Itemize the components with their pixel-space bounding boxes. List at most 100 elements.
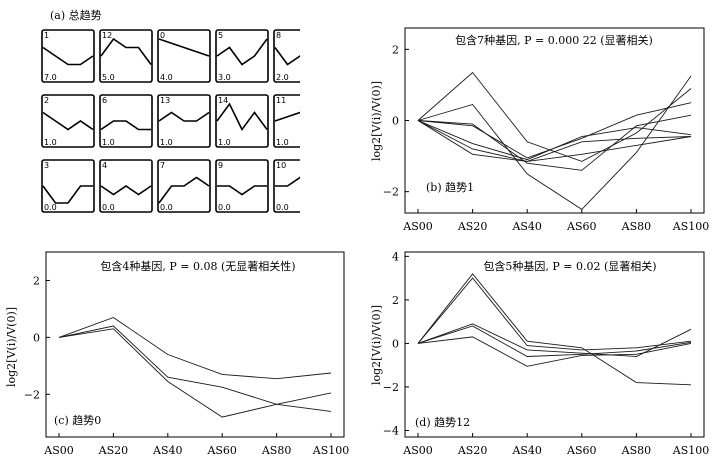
overview-profile-id: 10 [276, 161, 286, 170]
overview-profile-6: 61.0 [99, 94, 153, 148]
overview-profile-line [100, 185, 152, 196]
overview-profile-floor: 0.0 [102, 203, 115, 212]
panel-d-frame [404, 251, 705, 438]
overview-profile-id: 2 [44, 96, 49, 105]
overview-profile-13: 131.0 [157, 94, 211, 148]
x-tick-label: AS100 [672, 220, 709, 233]
overview-profile-floor: 2.0 [276, 73, 289, 82]
panel-c-frame [45, 251, 345, 438]
overview-cell-frame [215, 94, 269, 148]
overview-profile-11: 111.0 [273, 94, 300, 148]
overview-label: (a) 总趋势 [50, 8, 102, 22]
overview-profile-floor: 0.0 [44, 203, 57, 212]
y-tick-label: 2 [33, 274, 40, 287]
overview-profile-10: 100.0 [273, 159, 300, 213]
panel-c-chart: 包含4种基因, P = 0.08 (无显著相关性) (c) 趋势0 2 0 −2 A… [5, 251, 349, 457]
overview-cell-frame [99, 29, 153, 83]
overview-profile-9: 90.0 [215, 159, 269, 213]
overview-profile-12: 125.0 [99, 29, 153, 83]
x-tick-label: AS80 [621, 444, 651, 457]
x-tick-label: AS00 [402, 220, 432, 233]
overview-profile-id: 3 [44, 161, 49, 170]
overview-profile-id: 13 [160, 96, 170, 105]
overview-profile-floor: 0.0 [160, 203, 173, 212]
series-line-1 [58, 316, 332, 380]
series-line-5 [417, 336, 692, 367]
overview-profile-floor: 1.0 [276, 138, 289, 147]
series-line-4 [417, 120, 692, 161]
overview-profile-3: 30.0 [41, 159, 95, 213]
overview-profile-id: 12 [102, 31, 112, 40]
overview-profile-line [100, 120, 151, 131]
panel-d-y-axis-title: log2[V(i)/V(0)] [370, 305, 383, 385]
overview-cell-frame [41, 94, 95, 148]
x-tick-label: AS40 [152, 444, 182, 457]
overview-profile-line [275, 176, 300, 187]
x-tick-label: AS100 [672, 444, 709, 457]
overview-profile-id: 0 [160, 31, 165, 40]
x-tick-label: AS60 [566, 444, 596, 457]
series-line-6 [417, 120, 692, 162]
y-tick-label: 2 [392, 43, 399, 56]
y-tick-label: −2 [24, 388, 40, 401]
x-tick-label: AS60 [206, 444, 236, 457]
overview-profile-floor: 0.0 [218, 203, 231, 212]
overview-cells: 17.0125.004.053.082.021.061.0131.0141.01… [41, 29, 300, 213]
x-tick-label: AS20 [457, 444, 487, 457]
panel-b-x-ticks: AS00 AS20 AS40 AS60 AS80 AS100 [402, 209, 709, 233]
x-tick-label: AS20 [457, 220, 487, 233]
overview-profile-line [274, 47, 300, 66]
panel-b-y-axis-title: log2[V(i)/V(0)] [370, 81, 383, 161]
overview-profile-line [158, 38, 210, 57]
overview-profile-floor: 7.0 [44, 73, 57, 82]
panel-b-tag: (b) 趋势1 [426, 181, 474, 194]
panel-c-y-axis-title: log2[V(i)/V(0)] [5, 307, 18, 387]
overview-cell-frame [215, 29, 269, 83]
overview-profiles: (a) 总趋势 17.0125.004.053.082.021.061.0131… [41, 8, 300, 213]
overview-profile-floor: 1.0 [218, 138, 231, 147]
overview-profile-line [158, 111, 210, 122]
y-tick-label: −2 [383, 186, 399, 199]
overview-profile-floor: 1.0 [44, 138, 57, 147]
panel-b-series [417, 71, 692, 210]
overview-profile-line [42, 111, 94, 131]
series-line-7 [417, 114, 692, 171]
series-line-3 [417, 323, 692, 357]
y-tick-label: 0 [33, 331, 40, 344]
overview-profile-id: 5 [218, 31, 223, 40]
overview-profile-id: 6 [102, 96, 107, 105]
series-line-1 [417, 273, 692, 386]
panel-d-tag: (d) 趋势12 [415, 416, 470, 429]
series-line-5 [417, 120, 692, 162]
x-tick-label: AS60 [566, 220, 596, 233]
overview-profile-floor: 4.0 [160, 73, 173, 82]
y-tick-label: 2 [392, 294, 399, 307]
overview-cell-frame [41, 29, 95, 83]
overview-profile-4: 40.0 [99, 159, 153, 213]
panel-b-y-ticks: 2 0 −2 [383, 43, 409, 199]
y-tick-label: −4 [383, 424, 399, 437]
series-line-3 [58, 328, 332, 418]
panel-d-series [417, 273, 692, 386]
overview-profile-line [216, 102, 268, 132]
overview-profile-id: 14 [218, 96, 228, 105]
x-tick-label: AS40 [511, 220, 541, 233]
overview-profile-1: 17.0 [41, 29, 95, 83]
series-line-3 [417, 102, 692, 159]
overview-cell-frame [273, 94, 300, 148]
overview-profile-floor: 3.0 [218, 73, 231, 82]
overview-cell-frame [273, 29, 300, 83]
y-tick-label: −2 [383, 381, 399, 394]
overview-profile-floor: 5.0 [102, 73, 115, 82]
overview-profile-line [42, 185, 93, 204]
panel-c-y-ticks: 2 0 −2 [24, 274, 50, 401]
overview-profile-id: 8 [276, 31, 281, 40]
x-tick-label: AS00 [402, 444, 432, 457]
overview-profile-2: 21.0 [41, 94, 95, 148]
x-tick-label: AS100 [312, 444, 349, 457]
overview-cell-frame [215, 159, 269, 213]
panel-c-tag: (c) 趋势0 [54, 414, 101, 427]
series-line-4 [417, 325, 692, 357]
overview-profile-id: 9 [218, 161, 223, 170]
overview-profile-line [274, 111, 300, 122]
